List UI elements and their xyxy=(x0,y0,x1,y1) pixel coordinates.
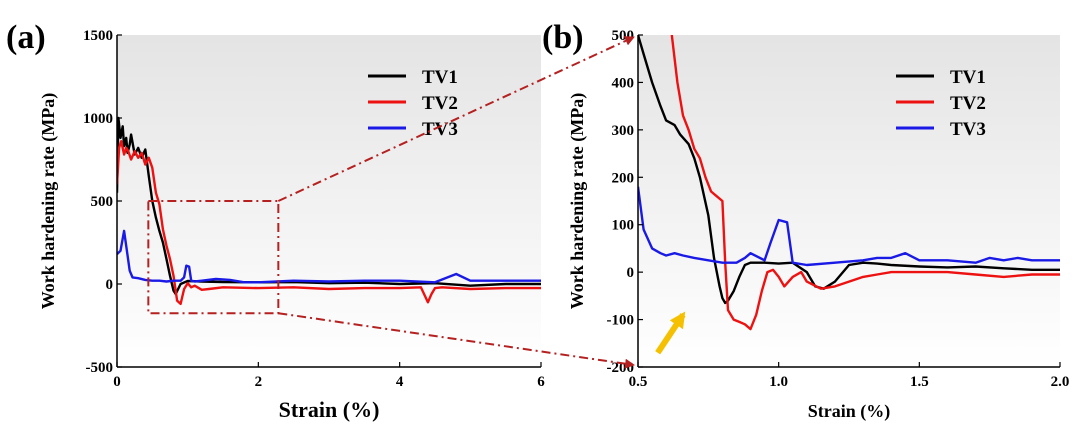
series-line-tv1 xyxy=(638,35,1060,305)
y-tick-label: 1000 xyxy=(83,111,113,127)
series-line-tv2 xyxy=(670,35,1060,331)
x-tick-label: 0.5 xyxy=(629,374,648,390)
x-tick-label: 2.0 xyxy=(1051,374,1070,390)
y-tick-label: 0 xyxy=(106,277,114,293)
y-axis-title: Work hardening rate (MPa) xyxy=(38,93,59,309)
y-tick-label: 500 xyxy=(91,194,114,210)
zoom-connector-top xyxy=(277,36,635,202)
inset-region-box xyxy=(147,200,280,315)
y-tick-label: 300 xyxy=(612,123,635,139)
x-tick-label: 2 xyxy=(255,374,263,390)
series-line-tv3 xyxy=(638,186,1060,267)
legend-label-tv3: TV3 xyxy=(950,119,986,140)
y-tick-label: 100 xyxy=(612,218,635,234)
y-tick-label: -100 xyxy=(607,313,635,329)
series-line-tv2 xyxy=(117,139,541,306)
y-tick-label: 0 xyxy=(627,265,635,281)
panel-label: (a) xyxy=(6,19,46,56)
plot-area xyxy=(638,35,1060,367)
y-tick-label: 400 xyxy=(612,75,635,91)
annotation-arrow xyxy=(655,311,686,355)
x-tick-label: 1.5 xyxy=(910,374,929,390)
legend-label-tv2: TV2 xyxy=(950,93,986,114)
x-axis-title: Strain (%) xyxy=(808,401,891,422)
series-line-tv3 xyxy=(117,229,541,284)
legend-label-tv1: TV1 xyxy=(950,67,986,88)
legend-label-tv2: TV2 xyxy=(422,93,458,114)
y-tick-label: 1500 xyxy=(83,28,113,44)
x-tick-label: 0 xyxy=(113,374,121,390)
x-axis-title: Strain (%) xyxy=(279,397,380,422)
x-tick-label: 6 xyxy=(537,374,545,390)
zoom-connector-bottom xyxy=(278,312,635,369)
panel-label: (b) xyxy=(542,19,584,56)
x-tick-label: 4 xyxy=(396,374,404,390)
x-tick-label: 1.0 xyxy=(769,374,788,390)
legend-label-tv1: TV1 xyxy=(422,67,458,88)
y-tick-label: 200 xyxy=(612,170,635,186)
y-axis-title: Work hardening rate (MPa) xyxy=(567,93,588,309)
legend-label-tv3: TV3 xyxy=(422,119,458,140)
y-tick-label: -500 xyxy=(86,360,114,376)
y-tick-label: 500 xyxy=(612,28,635,44)
